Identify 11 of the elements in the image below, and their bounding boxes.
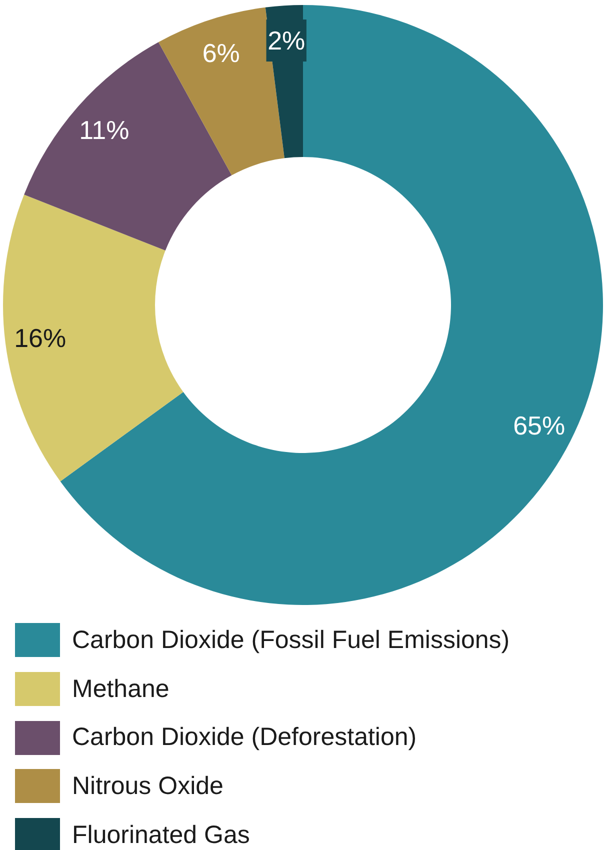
data-label: 6% (202, 38, 240, 68)
legend-label: Methane (72, 674, 170, 704)
legend-label: Fluorinated Gas (72, 820, 250, 850)
data-label: 11% (79, 114, 130, 145)
legend-label: Carbon Dioxide (Fossil Fuel Emissions) (72, 626, 510, 655)
donut-slice (3, 194, 184, 482)
data-label: 16% (14, 323, 66, 354)
data-label: 2% (268, 26, 306, 56)
legend-label: Carbon Dioxide (Deforestation) (72, 723, 417, 752)
legend-label: Nitrous Oxide (72, 772, 224, 801)
data-label: 65% (513, 410, 566, 440)
